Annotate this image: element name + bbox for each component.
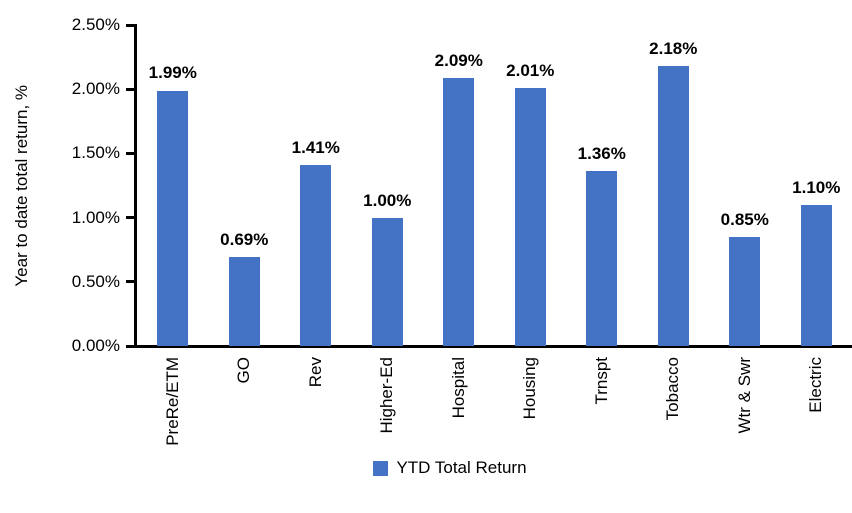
x-tick-label: Hospital xyxy=(448,357,468,419)
x-label-slot: Hospital xyxy=(423,357,495,463)
y-tick-label: 0.00% xyxy=(71,336,120,355)
x-axis-labels: PreRe/ETM GO Rev Higher-Ed Hospital Housing Tr… xyxy=(137,357,852,463)
plot-area: 1.99% 0.69% 1.41% 1.00% 2.09% 2.01% 1.36% 2.18%… xyxy=(137,25,852,346)
x-tick-label: Tobacco xyxy=(663,357,683,421)
x-tick-label: Electric xyxy=(806,357,826,413)
y-axis-title-text: Year to date total return, % xyxy=(12,84,31,287)
bar-value-label: 2.09% xyxy=(434,50,483,70)
bar-electric xyxy=(800,204,832,346)
bar-slot: 2.18% xyxy=(638,25,710,346)
x-label-slot: Electric xyxy=(781,357,852,463)
y-tick-label: 1.00% xyxy=(71,207,120,227)
y-tick-label: 2.00% xyxy=(71,79,120,99)
bar-value-label: 2.18% xyxy=(649,39,698,59)
bar-tobacco xyxy=(657,66,689,346)
x-tick-label: Wtr & Swr xyxy=(734,357,754,434)
bar-slot: 1.99% xyxy=(137,25,209,346)
y-tick-mark xyxy=(126,23,135,27)
x-tick-label: Trnspt xyxy=(591,357,611,405)
y-tick-label: 0.50% xyxy=(71,271,120,291)
x-label-slot: GO xyxy=(209,357,281,463)
bar-slot: 1.36% xyxy=(566,25,638,346)
bar-value-label: 2.01% xyxy=(506,60,555,80)
legend-label: YTD Total Return xyxy=(396,458,527,477)
x-label-slot: Higher-Ed xyxy=(352,357,424,463)
bar-value-label: 1.41% xyxy=(291,137,340,157)
bar-slot: 2.01% xyxy=(495,25,567,346)
x-label-slot: PreRe/ETM xyxy=(137,357,209,463)
bar-higher-ed xyxy=(371,217,403,346)
bar-value-label: 1.00% xyxy=(363,190,412,210)
bar-slot: 1.00% xyxy=(352,25,424,346)
y-axis-title: Year to date total return, % xyxy=(10,25,34,346)
legend: YTD Total Return xyxy=(0,458,852,478)
bar-go xyxy=(228,257,260,346)
x-label-slot: Housing xyxy=(495,357,567,463)
y-tick-mark xyxy=(126,280,135,284)
bar-wtr-swr xyxy=(729,236,761,346)
y-tick-label: 1.50% xyxy=(71,143,120,163)
x-tick-label: GO xyxy=(234,357,254,384)
x-label-slot: Tobacco xyxy=(638,357,710,463)
x-label-slot: Trnspt xyxy=(566,357,638,463)
y-tick-mark xyxy=(126,87,135,91)
x-label-slot: Rev xyxy=(280,357,352,463)
bar-trnspt xyxy=(586,171,618,346)
y-tick-mark xyxy=(126,216,135,220)
bar-value-label: 1.99% xyxy=(148,63,197,83)
y-axis-line xyxy=(134,24,137,348)
bar-prere-etm xyxy=(157,90,189,346)
bar-value-label: 1.36% xyxy=(577,144,626,164)
x-tick-label: PreRe/ETM xyxy=(162,357,182,446)
x-tick-label: Rev xyxy=(305,357,325,388)
bar-hospital xyxy=(443,77,475,346)
x-axis-line xyxy=(134,345,852,348)
bar-housing xyxy=(514,87,546,346)
y-tick-label: 2.50% xyxy=(71,15,120,34)
bar-value-label: 0.69% xyxy=(220,230,269,250)
x-label-slot: Wtr & Swr xyxy=(709,357,781,463)
y-tick-mark xyxy=(126,151,135,155)
bar-slot: 2.09% xyxy=(423,25,495,346)
bar-slot: 0.85% xyxy=(709,25,781,346)
bar-slot: 1.41% xyxy=(280,25,352,346)
legend-swatch-icon xyxy=(373,460,389,476)
x-tick-label: Housing xyxy=(520,357,540,420)
y-tick-mark xyxy=(126,344,135,348)
bar-value-label: 0.85% xyxy=(720,209,769,229)
bar-rev xyxy=(300,165,332,346)
bar-slot: 0.69% xyxy=(209,25,281,346)
bar-value-label: 1.10% xyxy=(792,177,841,197)
x-tick-label: Higher-Ed xyxy=(377,357,397,434)
bar-slot: 1.10% xyxy=(781,25,852,346)
